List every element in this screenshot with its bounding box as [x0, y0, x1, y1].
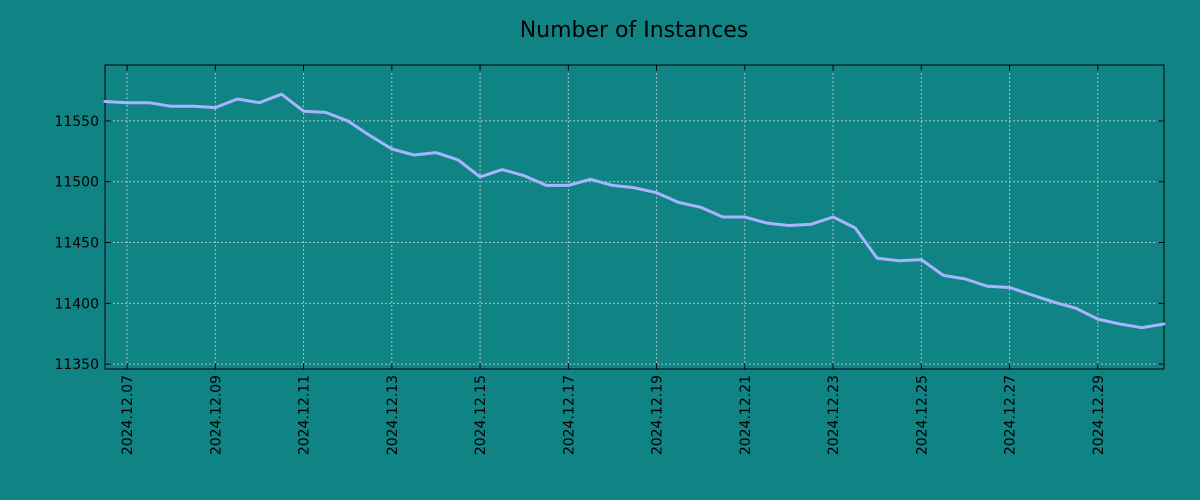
data-point: [236, 97, 239, 101]
data-point: [456, 158, 460, 161]
y-tick-label: 11350: [54, 357, 99, 373]
x-tick-label: 2024.12.11: [297, 375, 313, 455]
axis-ticks: [105, 65, 1164, 369]
data-point: [125, 101, 129, 104]
x-tick-label: 2024.12.09: [208, 375, 224, 455]
y-axis-tick-labels: 11350 11400 11450 11500 11550: [54, 114, 99, 373]
data-point: [655, 191, 658, 194]
x-tick-label: 2024.12.23: [826, 375, 842, 455]
x-tick-label: 2024.12.15: [473, 375, 489, 455]
data-point: [324, 111, 327, 114]
data-point: [1096, 317, 1100, 321]
data-point: [1052, 300, 1055, 304]
data-point: [545, 184, 548, 187]
data-point: [192, 105, 195, 108]
y-tick-label: 11500: [54, 175, 99, 191]
data-point: [611, 184, 614, 187]
data-point: [964, 277, 967, 281]
data-point: [412, 153, 416, 157]
x-tick-label: 2024.12.17: [561, 375, 577, 455]
data-point: [1074, 307, 1078, 310]
data-point: [368, 134, 371, 137]
data-point: [434, 151, 438, 154]
data-point: [1008, 286, 1011, 289]
data-point: [346, 119, 349, 123]
data-point: [147, 101, 151, 104]
y-tick-label: 11450: [54, 236, 99, 252]
x-tick-label: 2024.12.29: [1091, 375, 1107, 455]
data-point: [478, 175, 482, 179]
data-point: [699, 206, 702, 209]
x-tick-label: 2024.12.13: [385, 375, 401, 455]
data-point: [214, 106, 217, 109]
y-tick-label: 11400: [54, 296, 99, 312]
data-point: [677, 201, 680, 204]
data-point: [721, 215, 724, 219]
data-point: [633, 186, 636, 189]
x-tick-label: 2024.12.19: [650, 375, 666, 455]
data-point: [920, 258, 923, 261]
data-point: [787, 224, 791, 227]
data-point: [302, 110, 305, 113]
data-point: [170, 105, 173, 108]
data-point: [523, 174, 526, 177]
x-tick-label: 2024.12.25: [914, 375, 930, 455]
data-point: [1118, 322, 1122, 326]
data-point: [898, 259, 901, 262]
data-point: [853, 226, 857, 230]
data-point: [103, 100, 107, 103]
y-tick-label: 11550: [54, 114, 99, 130]
data-point: [743, 215, 746, 219]
data-point: [986, 285, 989, 288]
data-point: [942, 274, 945, 277]
x-axis-tick-labels: 2024.12.07 2024.12.09 2024.12.11 2024.12.13…: [120, 375, 1107, 455]
x-tick-label: 2024.12.27: [1003, 375, 1019, 455]
data-point: [809, 223, 813, 226]
chart-title: Number of Instances: [520, 18, 749, 43]
data-point: [258, 101, 261, 104]
data-point: [500, 168, 504, 171]
data-point: [567, 184, 570, 187]
series-layer: [103, 92, 1166, 330]
data-point: [1030, 293, 1033, 296]
data-point: [280, 93, 283, 96]
data-point: [390, 147, 393, 151]
x-tick-label: 2024.12.07: [120, 375, 136, 455]
plot-frame: [104, 64, 1165, 370]
data-point: [1140, 326, 1144, 329]
data-point: [765, 221, 769, 225]
data-point: [589, 178, 592, 181]
data-point: [876, 257, 879, 260]
x-tick-label: 2024.12.21: [738, 375, 754, 455]
data-point: [831, 215, 835, 219]
data-point: [1162, 322, 1166, 326]
